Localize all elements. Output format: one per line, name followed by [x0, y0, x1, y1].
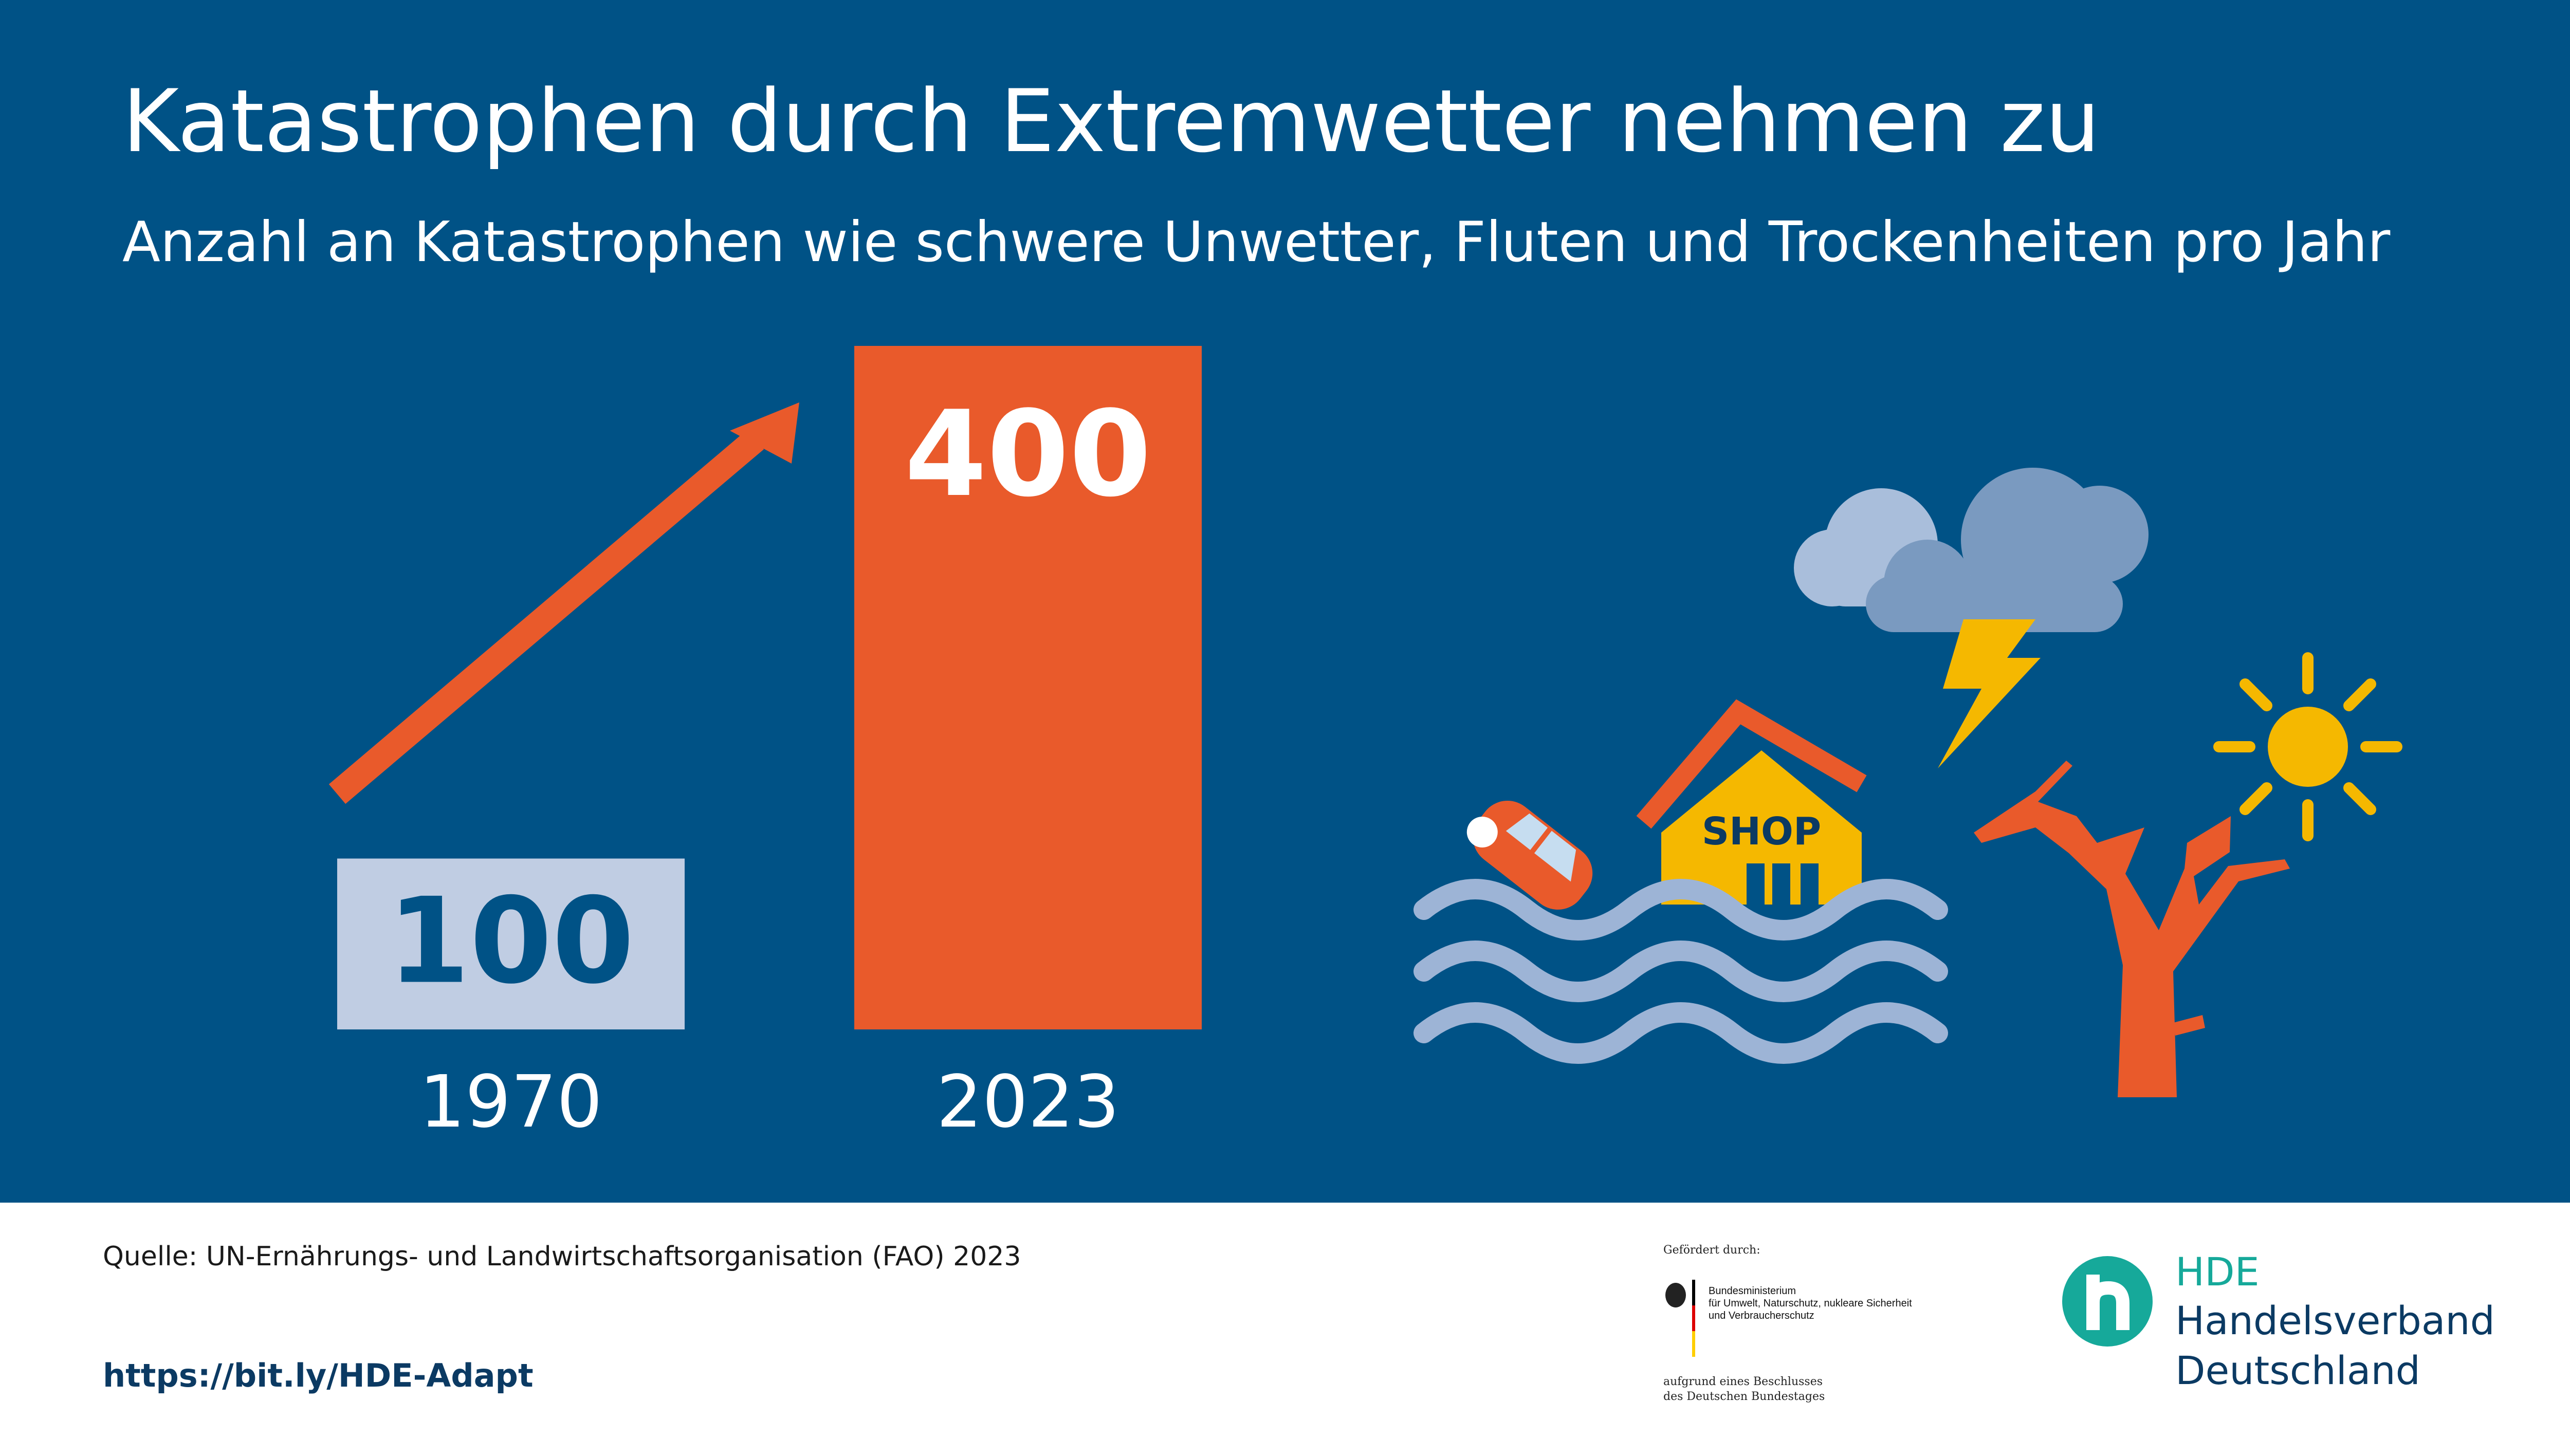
value-label-1970: 100	[388, 873, 634, 1010]
source-link[interactable]: https://bit.ly/HDE-Adapt	[103, 1357, 534, 1394]
page-title: Katastrophen durch Extremwetter nehmen z…	[122, 71, 2100, 172]
bar-1970	[337, 858, 685, 1029]
funding-block: Gefördert durch: Bundesministerium für U…	[1663, 1244, 1951, 1408]
hde-name-line1: Handelsverband	[2175, 1298, 2495, 1343]
resolution-line: aufgrund eines Beschlusses	[1663, 1375, 1823, 1388]
ministry-name: Bundesministerium für Umwelt, Naturschut…	[1709, 1285, 1950, 1322]
flood-waves-icon	[1414, 879, 1948, 1064]
hde-name-line2: Deutschland	[2175, 1348, 2420, 1393]
hde-abbr: HDE	[2175, 1249, 2260, 1295]
bars: 100 1970 400 2023	[337, 346, 1202, 1144]
resolution-line: des Deutschen Bundestages	[1663, 1390, 1825, 1403]
ministry-line: Bundesministerium	[1709, 1285, 1796, 1297]
page-subtitle: Anzahl an Katastrophen wie schwere Unwet…	[122, 210, 2391, 274]
trend-arrow-icon	[328, 402, 799, 804]
sinking-car-icon	[1466, 800, 1593, 910]
ministry-line: und Verbraucherschutz	[1709, 1310, 1814, 1321]
funding-label: Gefördert durch:	[1663, 1244, 1760, 1257]
federal-eagle-icon	[1665, 1280, 1695, 1357]
flooded-shop-icon: SHOP	[1636, 699, 1867, 910]
ministry-line: für Umwelt, Naturschutz, nukleare Sicher…	[1709, 1298, 1912, 1309]
shop-sign: SHOP	[1702, 809, 1821, 854]
dead-tree-icon	[1974, 761, 2290, 1097]
lightning-icon	[1938, 619, 2041, 768]
sun-icon	[2213, 652, 2402, 841]
category-label-1970: 1970	[419, 1060, 602, 1144]
hde-brand: HDE Handelsverband Deutschland	[2061, 1249, 2524, 1403]
value-label-2023: 400	[905, 386, 1151, 523]
chart-canvas: 100 1970 400 2023	[328, 346, 2402, 1144]
hde-logo-icon	[2062, 1256, 2153, 1347]
category-label-2023: 2023	[937, 1060, 1119, 1144]
storm-cloud-icon	[1794, 468, 2149, 632]
bar-2023	[854, 346, 1202, 1029]
resolution-note: aufgrund eines Beschlusses des Deutschen…	[1663, 1375, 1910, 1404]
source-note: Quelle: UN-Ernährungs- und Landwirtschaf…	[103, 1241, 1021, 1272]
